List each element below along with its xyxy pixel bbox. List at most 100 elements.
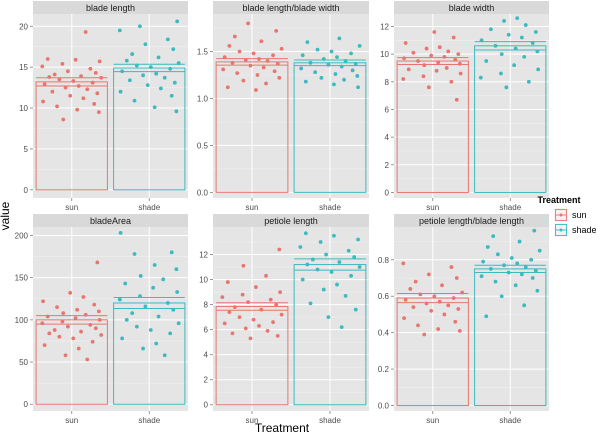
data-point-shade [305, 262, 310, 267]
data-point-shade [305, 40, 310, 45]
data-point-shade [335, 55, 339, 60]
data-point-sun [272, 69, 277, 74]
data-point-shade [308, 60, 313, 65]
data-point-shade [532, 228, 537, 233]
data-point-sun [426, 272, 431, 277]
data-point-sun [41, 99, 45, 104]
data-point-sun [402, 316, 406, 320]
data-point-sun [40, 321, 45, 326]
data-point-shade [530, 41, 535, 45]
data-point-shade [156, 314, 161, 319]
data-point-shade [515, 16, 520, 21]
data-point-sun [446, 49, 451, 54]
data-point-sun [222, 55, 227, 60]
data-point-shade [141, 73, 145, 78]
data-point-sun [227, 44, 232, 48]
data-point-shade [343, 59, 348, 63]
bar-sun [396, 297, 469, 407]
y-tick-label: 10 [380, 50, 389, 59]
data-point-shade [124, 58, 129, 63]
data-point-shade [120, 336, 125, 341]
data-point-sun [241, 263, 246, 268]
data-point-shade [357, 265, 362, 269]
data-point-sun [75, 107, 80, 112]
data-point-sun [444, 66, 449, 70]
data-point-shade [310, 257, 315, 262]
x-tick-label: sun [65, 416, 78, 425]
data-point-sun [81, 295, 86, 299]
data-point-sun [237, 49, 242, 54]
data-point-shade [536, 67, 541, 72]
x-tick-label: shade [319, 203, 341, 212]
data-point-sun [65, 324, 70, 329]
data-point-sun [243, 326, 248, 331]
y-tick-label: 0 [24, 186, 29, 195]
data-point-sun [76, 346, 81, 351]
data-point-shade [506, 32, 511, 37]
data-point-sun [261, 65, 266, 70]
data-point-shade [479, 274, 484, 279]
data-point-shade [152, 263, 157, 267]
data-point-shade [303, 79, 308, 84]
bar-shade [474, 268, 547, 407]
data-point-shade [349, 273, 353, 278]
data-point-sun [451, 35, 456, 40]
data-point-shade [495, 252, 500, 257]
data-point-shade [535, 288, 540, 293]
data-point-sun [416, 59, 420, 63]
data-point-shade [481, 259, 486, 264]
data-point-shade [493, 279, 498, 284]
data-point-sun [268, 297, 273, 302]
data-point-sun [454, 97, 459, 102]
y-tick-label: 0.5 [197, 141, 209, 150]
x-tick-label: shade [499, 203, 521, 212]
data-point-shade [319, 75, 324, 80]
bar-sun [215, 305, 289, 406]
panel-background [394, 14, 549, 198]
data-point-sun [57, 77, 62, 82]
data-point-sun [55, 104, 59, 109]
y-tick-label: 10 [19, 104, 28, 113]
data-point-shade [502, 19, 506, 23]
data-point-sun [95, 260, 100, 265]
data-point-shade [127, 78, 132, 83]
legend-key-point [559, 228, 563, 232]
data-point-shade [169, 93, 174, 98]
data-point-shade [519, 272, 524, 277]
data-point-sun [251, 317, 256, 322]
data-point-shade [134, 63, 139, 68]
data-point-shade [123, 281, 128, 286]
data-point-shade [353, 61, 358, 66]
data-point-shade [321, 287, 326, 292]
data-point-sun [437, 299, 442, 304]
data-point-sun [97, 317, 102, 322]
data-point-sun [60, 319, 65, 324]
data-point-sun [440, 283, 444, 288]
data-point-shade [488, 27, 493, 32]
data-point-sun [47, 75, 52, 79]
data-point-sun [246, 300, 251, 305]
data-point-sun [401, 261, 406, 266]
data-point-sun [403, 297, 408, 302]
data-point-sun [259, 307, 264, 312]
data-point-sun [254, 285, 258, 289]
data-point-sun [449, 265, 454, 269]
y-tick-label: 0 [385, 188, 390, 197]
data-point-sun [230, 331, 235, 336]
panel-background [213, 14, 369, 198]
data-point-shade [329, 270, 334, 274]
data-point-shade [513, 46, 518, 51]
facet-strip [394, 1, 549, 14]
facet-title: petiole length [264, 216, 318, 226]
data-point-shade [174, 109, 179, 114]
data-point-shade [491, 234, 496, 239]
data-point-shade [515, 261, 520, 266]
data-point-sun [68, 93, 73, 98]
legend-label: sun [572, 210, 587, 220]
data-point-shade [130, 311, 135, 315]
data-point-sun [277, 247, 282, 252]
legend-key-point [559, 213, 563, 217]
data-point-sun [436, 327, 441, 331]
data-point-sun [92, 102, 97, 106]
